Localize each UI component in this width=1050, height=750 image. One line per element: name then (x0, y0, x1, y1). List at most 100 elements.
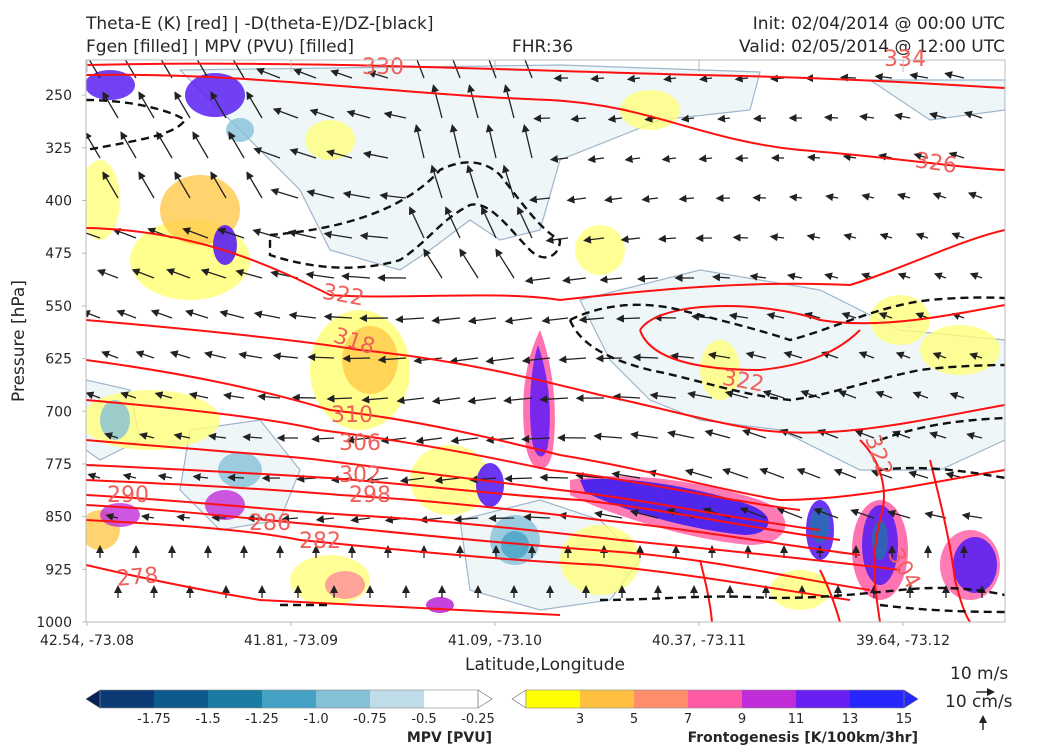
init-time: Init: 02/04/2014 @ 00:00 UTC (752, 14, 1005, 34)
wind-vector (367, 70, 389, 79)
theta-e-label: 286 (249, 511, 291, 536)
wind-vector (879, 232, 893, 241)
wind-vector (341, 272, 371, 281)
wind-vector (323, 230, 353, 239)
wind-vector (590, 74, 605, 83)
wind-vector (549, 155, 569, 163)
wind-vector (174, 171, 191, 199)
wind-vector (311, 434, 335, 443)
colorbar-extend-left (511, 689, 527, 709)
wind-vector (887, 509, 911, 519)
wind-vector (452, 60, 461, 79)
wind-vector (762, 389, 785, 399)
theta-e-label: 330 (362, 55, 404, 80)
wind-vector (728, 312, 749, 321)
wind-vector (769, 233, 785, 242)
wind-vector (759, 467, 785, 479)
wind-vector (87, 472, 101, 481)
colorbar-outline (525, 689, 905, 709)
wind-vector (615, 314, 641, 323)
wind-vector (636, 274, 659, 283)
colorbar-segment (526, 690, 580, 708)
wind-vector (524, 60, 533, 79)
fgen-colorbar-label: Frontogenesis [K/100km/3hr] (688, 730, 918, 746)
wind-vector (908, 470, 929, 479)
wind-vector (951, 232, 965, 240)
wind-vector (932, 192, 947, 200)
reference-horizontal-label: 10 m/s (950, 664, 1009, 684)
colorbar-tick-label: 5 (630, 712, 638, 727)
mpv-colorbar: -1.75 -1.5 -1.25 -1.0 -0.75 -0.5 -0.25 (85, 689, 495, 727)
colorbar-segment (370, 690, 424, 708)
wind-vector (932, 352, 947, 360)
colorbar-tick-label: 11 (788, 712, 805, 727)
wind-vector (804, 311, 821, 320)
wind-vector (776, 507, 803, 519)
colorbar-tick-label: -0.25 (461, 712, 495, 727)
wind-vector (913, 152, 929, 160)
wind-vector (607, 114, 623, 123)
wind-vector (663, 74, 677, 83)
colorbar-tick-label: 15 (896, 712, 913, 727)
colorbar-tick-label: -0.5 (411, 712, 436, 727)
colorbar-tick-label: 3 (576, 712, 584, 727)
wind-vector (813, 507, 839, 519)
wind-vector (423, 248, 443, 279)
wind-vector (850, 508, 875, 519)
wind-vector (238, 351, 263, 360)
theta-e-label: 290 (107, 483, 149, 508)
wind-vector (453, 515, 479, 524)
wind-vector (174, 91, 191, 119)
colorbar-tick-label: -1.5 (195, 712, 220, 727)
wind-vector (419, 515, 443, 524)
wind-vector (293, 68, 317, 79)
wind-vector (105, 512, 119, 521)
wind-vector (721, 467, 749, 479)
wind-vector (687, 390, 713, 399)
x-tick-label: 39.64, -73.12 (856, 633, 950, 649)
y-axis-label: Pressure [hPa] (9, 280, 29, 402)
theta-e-label: 302 (339, 463, 381, 488)
wind-vector (745, 351, 767, 359)
wind-vector (210, 171, 227, 199)
wind-vector (712, 273, 731, 282)
wind-vector (969, 272, 983, 280)
wind-vector (678, 194, 695, 203)
wind-vector (200, 268, 227, 279)
wind-vector (86, 310, 101, 319)
wind-vector (173, 432, 191, 441)
wind-vector (169, 350, 191, 359)
colorbar-tick-label: -1.0 (303, 712, 328, 727)
wind-vector (948, 151, 965, 160)
wind-vector (517, 206, 533, 239)
wind-vector (929, 431, 947, 439)
wind-vector (120, 131, 137, 159)
y-tick-label: 850 (45, 510, 72, 526)
wind-vector (185, 309, 209, 319)
mpv-fill-dark (100, 118, 888, 565)
dthetae-dz-contours (86, 98, 1005, 614)
wind-vector (495, 248, 515, 279)
colorbar-segment (208, 690, 262, 708)
wind-vector (521, 434, 551, 443)
wind-vector (524, 276, 551, 285)
colorbar-outline (99, 689, 479, 709)
wind-vector (821, 350, 839, 359)
wind-vector (566, 195, 587, 204)
wind-vector (235, 268, 263, 279)
wind-vector (416, 60, 425, 79)
wind-vector (323, 312, 353, 321)
theta-e-label: 282 (299, 529, 341, 554)
wind-vector (413, 123, 425, 159)
wind-vector (521, 356, 551, 365)
wind-vector (969, 352, 983, 360)
wind-vector (112, 228, 137, 239)
y-tick-label: 700 (45, 404, 72, 420)
wind-vector (309, 108, 335, 119)
wind-vector (102, 171, 119, 199)
wind-vector (395, 315, 425, 324)
wind-vector (734, 74, 749, 83)
wind-vector (315, 515, 335, 524)
wind-vector (909, 72, 929, 81)
